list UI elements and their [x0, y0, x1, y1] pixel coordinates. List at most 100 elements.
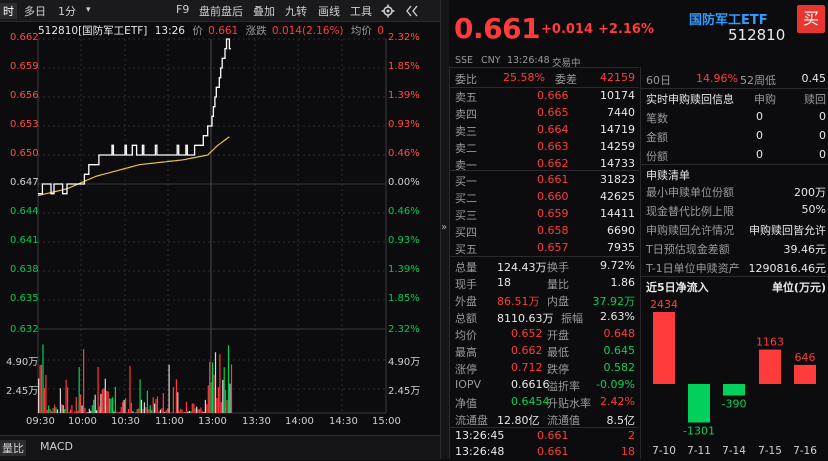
stat-label: 净值 — [455, 395, 477, 411]
inflow-data-label: 2434 — [650, 298, 678, 311]
volume-bar — [142, 409, 143, 413]
bid-row[interactable]: 买二 0.660 42625 — [455, 188, 637, 206]
inflow-date-label: 7-11 — [687, 445, 711, 457]
ask-row[interactable]: 卖四 0.665 7440 — [455, 104, 637, 122]
tick-price: 0.661 — [537, 445, 569, 458]
list-value: 1290816.46元 — [749, 260, 826, 276]
list-label: 现金替代比例上限 — [646, 203, 734, 219]
bid-volume: 31823 — [600, 173, 635, 186]
volume-bar — [50, 409, 51, 413]
volume-bar — [63, 405, 64, 413]
volume-bar — [90, 411, 91, 413]
volume-tick: 2.45万 — [6, 382, 38, 397]
subscribe-row: 金额 0 0 — [646, 127, 828, 146]
volume-bar — [100, 394, 101, 413]
flow-unit: 单位(万元) — [772, 279, 826, 295]
period-dropdown-icon[interactable]: ▾ — [86, 5, 91, 15]
volume-bar — [154, 404, 155, 413]
subscribe-label: 金额 — [646, 129, 668, 145]
tab-macd[interactable]: MACD — [40, 440, 73, 453]
stat-value: 9.72% — [600, 259, 635, 272]
stat-value: 18 — [497, 276, 511, 289]
stat-value: 0.6616 — [511, 378, 550, 391]
volume-bar — [82, 405, 83, 413]
ask-price: 0.666 — [537, 89, 569, 102]
nine-turn-button[interactable]: 九转 — [285, 3, 307, 19]
volume-bar — [153, 397, 154, 413]
volume-bar — [71, 405, 72, 413]
volume-bars — [38, 345, 232, 414]
buy-button[interactable]: 买 — [797, 5, 825, 33]
volume-bar — [92, 405, 93, 413]
tab-multi-day[interactable]: 多日 — [24, 3, 46, 19]
ask-row[interactable]: 卖三 0.664 14719 — [455, 121, 637, 139]
stat-value: 86.51万 — [497, 293, 540, 309]
currency: CNY — [481, 55, 501, 66]
volume-bar — [138, 409, 139, 414]
gear-icon[interactable] — [381, 4, 395, 18]
bid-row[interactable]: 买五 0.657 7935 — [455, 239, 637, 257]
tab-1min[interactable]: 1分 — [58, 3, 76, 19]
volume-bar — [137, 409, 138, 413]
stat-label: 总量 — [455, 259, 477, 275]
volume-bar — [203, 412, 204, 413]
volume-bar — [222, 380, 223, 413]
subscribe-row: 份额 0 0 — [646, 146, 828, 165]
price-tick: 0.641 — [10, 235, 39, 246]
overlay-button[interactable]: 叠加 — [253, 3, 275, 19]
price-change-pct: +2.16% — [598, 22, 654, 37]
flow-title-row: 近5日净流入 单位(万元) — [646, 277, 828, 296]
volume-bar — [70, 410, 71, 413]
bid-row[interactable]: 买四 0.658 6690 — [455, 222, 637, 240]
day60-value: 14.96% — [696, 72, 738, 85]
volume-bar — [105, 379, 106, 413]
bid-row[interactable]: 买一 0.661 31823 — [455, 171, 637, 189]
panel-splitter[interactable]: » — [440, 0, 450, 459]
tools-button[interactable]: 工具 — [350, 3, 372, 19]
volume-bar — [221, 402, 222, 413]
intraday-chart[interactable]: 512810[国防军工ETF] 13:26 价 0.661 涨跌 0.014(2… — [0, 21, 440, 435]
tab-volume-ratio[interactable]: 量比 — [0, 440, 26, 456]
draw-line-button[interactable]: 画线 — [318, 3, 340, 19]
pre-post-market-button[interactable]: 盘前盘后 — [199, 3, 243, 19]
f9-button[interactable]: F9 — [176, 3, 189, 16]
tab-intraday[interactable]: 时 — [0, 3, 17, 19]
volume-bar — [83, 349, 84, 413]
list-label: 最小申赎单位份额 — [646, 184, 734, 200]
volume-bar — [45, 375, 46, 413]
volume-bar — [157, 396, 158, 413]
ask-volume: 14719 — [600, 123, 635, 136]
subscribe-title: 实时申购赎回信息 — [646, 91, 734, 107]
volume-bar — [51, 411, 52, 413]
volume-bar — [131, 403, 132, 413]
pct-tick: 0.46% — [388, 148, 420, 159]
inflow-date-label: 7-14 — [722, 445, 746, 457]
chart-toolbar: 时 多日 1分 ▾ F9 盘前盘后 叠加 九转 画线 工具 — [0, 0, 440, 22]
ask-row[interactable]: 卖五 0.666 10174 — [455, 87, 637, 105]
volume-bar — [179, 412, 180, 414]
range-row: 60日 14.96% 52周低 0.45 — [646, 70, 828, 89]
volume-bar — [119, 412, 120, 413]
volume-bar — [76, 397, 77, 413]
volume-bar — [199, 409, 200, 413]
bid-row[interactable]: 买三 0.659 14411 — [455, 205, 637, 223]
tick-row: 13:26:48 0.661 18 — [455, 443, 637, 461]
pct-tick: 2.32% — [388, 324, 420, 335]
ask-price: 0.664 — [537, 123, 569, 136]
time-tick: 13:30 — [242, 416, 271, 427]
expand-icon[interactable]: » — [441, 222, 447, 233]
volume-bar — [209, 362, 210, 413]
list-label: T-1日单位申赎资产 — [646, 260, 740, 276]
bid-volume: 42625 — [600, 190, 635, 203]
stat-value: 0.652 — [511, 327, 543, 340]
stat-label: 量比 — [547, 276, 569, 292]
volume-bar — [141, 400, 142, 413]
chevron-left-icon[interactable] — [405, 4, 419, 18]
ask-row[interactable]: 卖二 0.663 14259 — [455, 138, 637, 156]
volume-bar — [200, 407, 201, 413]
last-price: 0.661 — [454, 12, 540, 45]
list-label: T日预估现金差额 — [646, 241, 730, 257]
volume-bar — [135, 412, 136, 413]
bid-volume: 7935 — [607, 241, 635, 254]
